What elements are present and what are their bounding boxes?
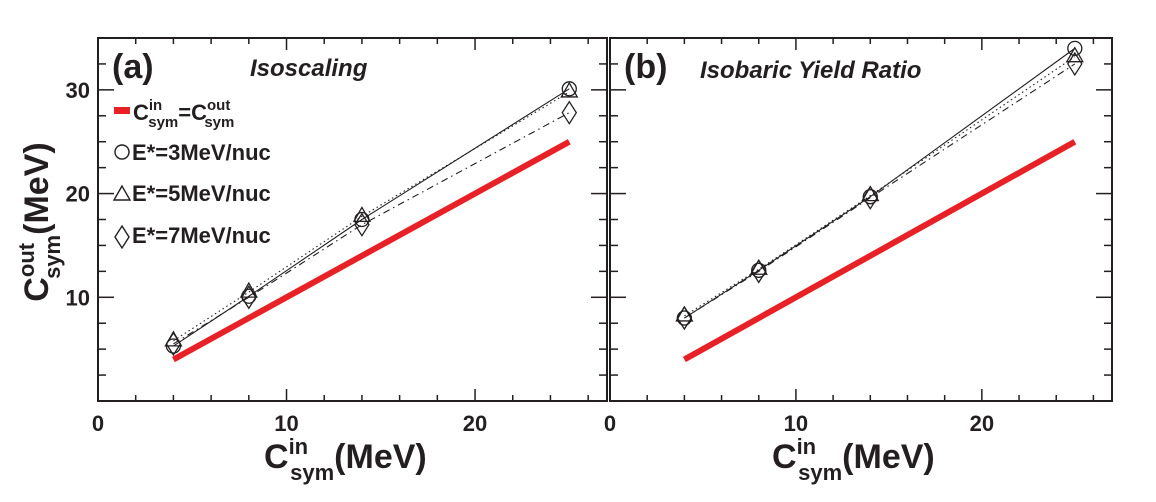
legend-triangle-icon — [112, 184, 132, 201]
plot-frame-a — [97, 37, 608, 402]
legend-diamond-icon — [114, 224, 130, 250]
series-line-triangle-a — [173, 91, 570, 342]
y-tick-label: 20 — [66, 182, 90, 207]
series-line-triangle-b — [684, 56, 1076, 317]
legend-swatch-reference — [114, 107, 130, 114]
x-axis-title-a: Cin sym(MeV) — [264, 434, 427, 485]
data-point-diamond — [561, 100, 578, 125]
x-tick-label-a: 0 — [92, 411, 104, 436]
x-title-a-main: C — [264, 438, 289, 476]
x-title-b-unit: (MeV) — [842, 438, 935, 476]
svg-text:Coutsym(MeV): Coutsym(MeV) — [14, 142, 65, 301]
data-point-diamond — [354, 212, 370, 237]
panel-title-b: Isobaric Yield Ratio — [700, 57, 921, 84]
series-line-circle-b — [684, 47, 1076, 319]
y-axis-title-unit: (MeV) — [18, 142, 56, 235]
y-axis-title-sub: sym — [40, 235, 65, 279]
x-tick-label-a: 20 — [463, 411, 487, 436]
plot-frame-b — [609, 37, 1113, 402]
legend-label-e7: E*=7MeV/nuc — [132, 223, 271, 248]
legend: Cin sym=Cout sym E*=3MeV/nuc E*=5MeV/nuc E… — [112, 97, 271, 250]
data-point-diamond — [165, 331, 182, 357]
x-title-b-sub: sym — [798, 460, 842, 485]
series-line-diamond-b — [684, 63, 1076, 319]
x-title-a-sup: in — [289, 434, 309, 459]
x-title-a-unit: (MeV) — [334, 438, 427, 476]
panel-title-a: Isoscaling — [250, 55, 368, 82]
data-point-triangle — [352, 206, 372, 223]
data-point-diamond — [241, 285, 257, 310]
x-tick-label-b: 10 — [784, 411, 808, 436]
data-point-circle — [1067, 40, 1083, 57]
x-title-a-sub: sym — [290, 460, 334, 485]
legend-circle-icon — [114, 144, 130, 160]
x-title-b-sup: in — [797, 434, 817, 459]
y-tick-label: 30 — [66, 78, 90, 103]
x-title-b-main: C — [772, 438, 797, 476]
y-tick-label: 10 — [66, 285, 90, 310]
data-point-diamond — [1067, 51, 1083, 77]
x-tick-label-b: 20 — [970, 411, 994, 436]
y-axis-title: Coutsym(MeV) — [14, 142, 65, 301]
x-tick-label-b: 0 — [604, 411, 616, 436]
x-tick-label-a: 10 — [274, 411, 298, 436]
panel-label-b: (b) — [624, 48, 667, 86]
reference-line-a — [171, 139, 571, 363]
data-point-triangle — [560, 81, 579, 98]
data-point-diamond — [676, 305, 693, 331]
data-point-diamond — [750, 259, 767, 284]
series-line-diamond-a — [173, 112, 570, 345]
x-axis-title-b: Cin sym(MeV) — [772, 434, 935, 485]
y-axis-title-main: C — [18, 277, 56, 302]
y-axis-title-sup: out — [14, 242, 39, 277]
panel-label-a: (a) — [112, 48, 154, 86]
legend-label-reference: Cin sym=Cout sym — [133, 97, 234, 131]
data-point-triangle — [1065, 46, 1084, 63]
reference-line-b — [682, 139, 1077, 363]
legend-label-e5: E*=5MeV/nuc — [132, 181, 271, 206]
data-point-diamond — [862, 185, 879, 210]
legend-label-e3: E*=3MeV/nuc — [132, 140, 271, 165]
